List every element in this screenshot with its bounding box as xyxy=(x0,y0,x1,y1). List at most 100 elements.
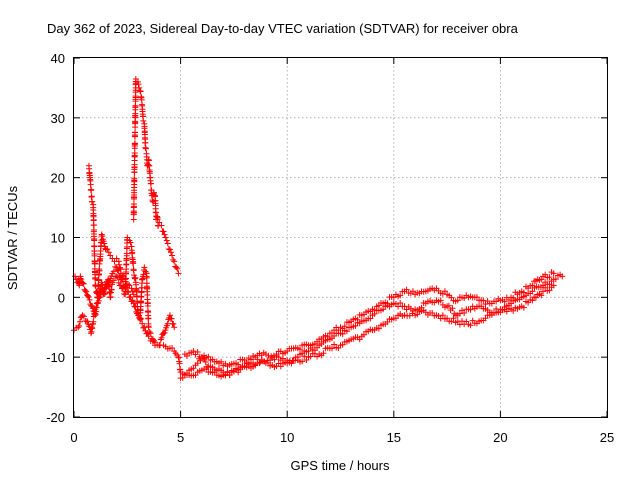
y-axis-label: SDTVAR / TECUs xyxy=(5,185,20,290)
data-point xyxy=(467,306,474,313)
data-point xyxy=(112,263,119,270)
data-point xyxy=(371,307,378,314)
data-point xyxy=(158,222,165,229)
data-point xyxy=(559,273,566,280)
x-tick-label: 10 xyxy=(280,430,294,445)
x-tick-label: 0 xyxy=(70,430,77,445)
data-point xyxy=(174,265,181,272)
data-point xyxy=(397,292,404,299)
data-point xyxy=(132,87,139,94)
data-point xyxy=(205,353,212,360)
data-point xyxy=(247,356,254,363)
data-point xyxy=(131,194,138,201)
data-point xyxy=(328,345,335,352)
data-point xyxy=(119,272,126,279)
data-point xyxy=(510,295,517,302)
data-point xyxy=(296,346,303,353)
data-point xyxy=(158,334,165,341)
data-point xyxy=(454,297,461,304)
x-tick-label: 20 xyxy=(493,430,507,445)
data-point xyxy=(135,81,142,88)
data-point xyxy=(147,180,154,187)
data-point xyxy=(142,145,149,152)
data-point xyxy=(257,359,264,366)
data-point xyxy=(190,365,197,372)
data-point xyxy=(137,87,144,94)
data-point xyxy=(78,276,85,283)
data-point xyxy=(324,333,331,340)
data-point xyxy=(80,313,87,320)
data-point xyxy=(89,305,96,312)
data-point xyxy=(143,274,150,281)
data-point xyxy=(129,249,136,256)
data-point xyxy=(163,237,170,244)
data-point xyxy=(170,320,177,327)
data-point xyxy=(80,280,87,287)
data-point xyxy=(235,369,242,376)
data-point xyxy=(510,307,517,314)
data-points xyxy=(71,75,566,382)
data-point xyxy=(110,268,117,275)
plot-frame xyxy=(73,57,608,418)
data-point xyxy=(501,298,508,305)
data-point xyxy=(131,140,138,147)
data-point xyxy=(137,88,144,95)
data-point xyxy=(92,276,99,283)
data-point xyxy=(137,315,144,322)
data-point xyxy=(271,356,278,363)
data-point xyxy=(105,277,112,284)
data-point xyxy=(305,348,312,355)
data-point xyxy=(448,318,455,325)
data-point xyxy=(168,249,175,256)
data-point xyxy=(403,286,410,293)
y-tick-label: 30 xyxy=(51,111,65,126)
data-point xyxy=(550,282,557,289)
data-point xyxy=(104,246,111,253)
data-point xyxy=(176,360,183,367)
y-tick-labels: -20 -10 0 10 20 30 40 xyxy=(46,51,65,425)
data-point xyxy=(139,320,146,327)
data-point xyxy=(113,273,120,280)
grid-lines xyxy=(74,58,607,417)
data-point xyxy=(538,276,545,283)
data-point xyxy=(88,187,95,194)
data-point xyxy=(235,361,242,368)
data-point xyxy=(114,274,121,281)
data-point xyxy=(145,157,152,164)
data-point xyxy=(91,252,98,259)
data-point xyxy=(147,330,154,337)
data-point xyxy=(450,315,457,322)
data-point xyxy=(461,310,468,317)
data-point xyxy=(529,288,536,295)
data-point xyxy=(467,322,474,329)
data-point xyxy=(230,368,237,375)
data-point xyxy=(339,331,346,338)
data-point xyxy=(166,312,173,319)
data-point xyxy=(132,119,139,126)
x-tick-labels: 0 5 10 15 20 25 xyxy=(70,430,614,445)
data-point xyxy=(356,336,363,343)
data-point xyxy=(86,296,93,303)
data-point xyxy=(301,353,308,360)
x-tick-label: 15 xyxy=(387,430,401,445)
data-point xyxy=(190,348,197,355)
chart-title: Day 362 of 2023, Sidereal Day-to-day VTE… xyxy=(47,21,519,36)
data-point xyxy=(150,337,157,344)
data-point xyxy=(222,372,229,379)
x-axis-label: GPS time / hours xyxy=(291,458,390,473)
data-point xyxy=(341,323,348,330)
data-point xyxy=(175,270,182,277)
data-point xyxy=(140,324,147,331)
y-tick-label: -10 xyxy=(46,350,65,365)
data-point xyxy=(480,297,487,304)
data-point xyxy=(75,324,82,331)
data-point xyxy=(88,193,95,200)
data-point xyxy=(127,239,134,246)
axes xyxy=(73,57,608,418)
data-point xyxy=(85,294,92,301)
y-tick-label: 40 xyxy=(51,51,65,66)
data-point xyxy=(367,315,374,322)
data-point xyxy=(165,245,172,252)
data-point xyxy=(441,288,448,295)
data-point xyxy=(254,360,261,367)
